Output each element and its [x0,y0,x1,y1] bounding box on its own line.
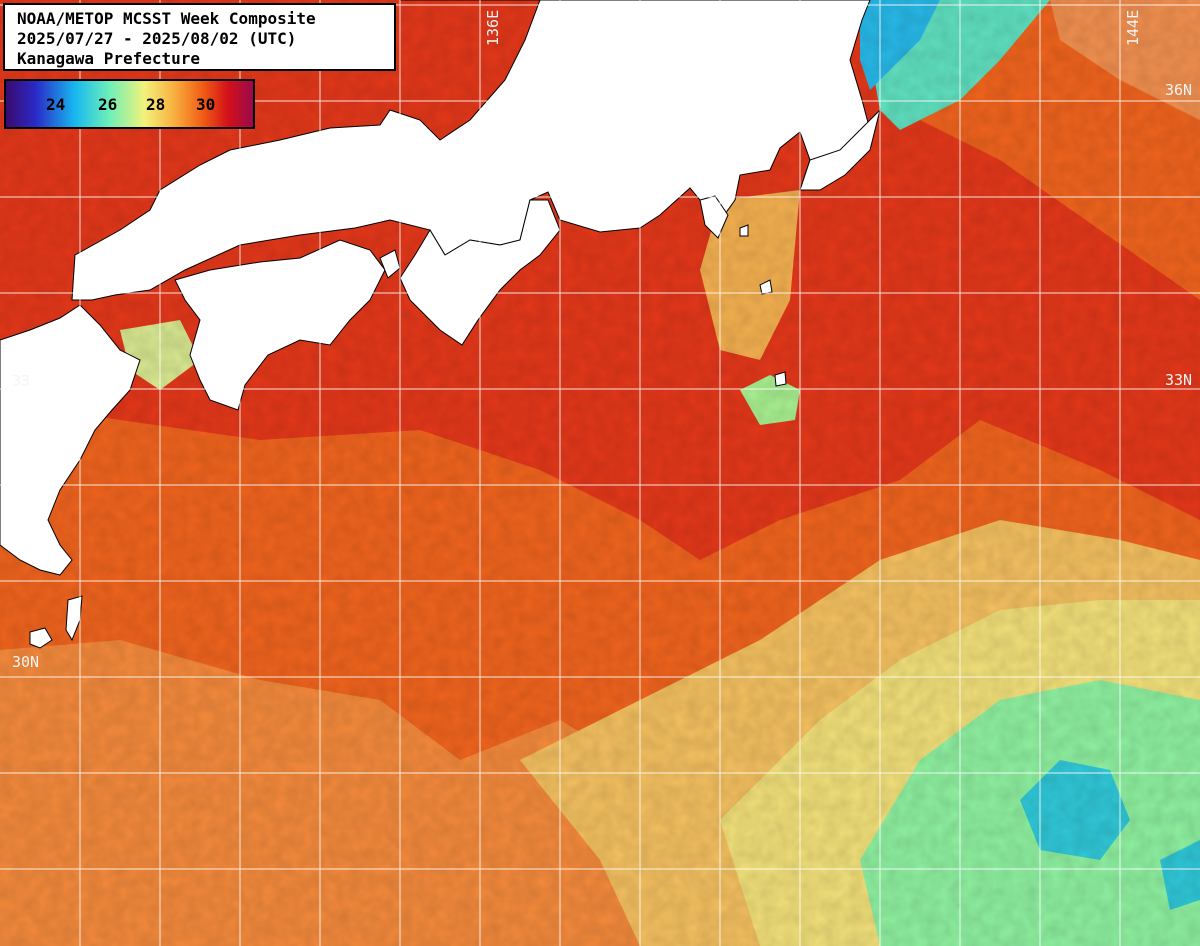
title-line-date-range: 2025/07/27 - 2025/08/02 (UTC) [17,29,297,48]
lat-label-33n: 33N [1165,371,1193,389]
title-line-region: Kanagawa Prefecture [17,49,201,68]
lon-label-144e: 144E [1124,9,1142,46]
title-box: NOAA/METOP MCSST Week Composite 2025/07/… [3,3,396,71]
lat-label-36n: 36N [1165,81,1193,99]
lat-label-30n: 30N [12,653,40,671]
land-kyushu [0,304,141,576]
legend-color-bar [6,81,253,127]
lon-label-136e: 136E [484,9,502,46]
land-yakushima [29,627,53,649]
legend-label-26: 26 [98,95,118,114]
legend-label-30: 30 [196,95,216,114]
title-line-dataset: NOAA/METOP MCSST Week Composite [17,9,316,28]
lat-label-33-left: 33 [12,372,31,390]
color-legend: 24 26 28 30 [4,79,255,129]
legend-label-28: 28 [146,95,166,114]
legend-label-24: 24 [46,95,66,114]
land-izu-islands [739,224,787,387]
land-boso-peninsula [799,108,881,191]
land-shikoku [174,239,386,411]
